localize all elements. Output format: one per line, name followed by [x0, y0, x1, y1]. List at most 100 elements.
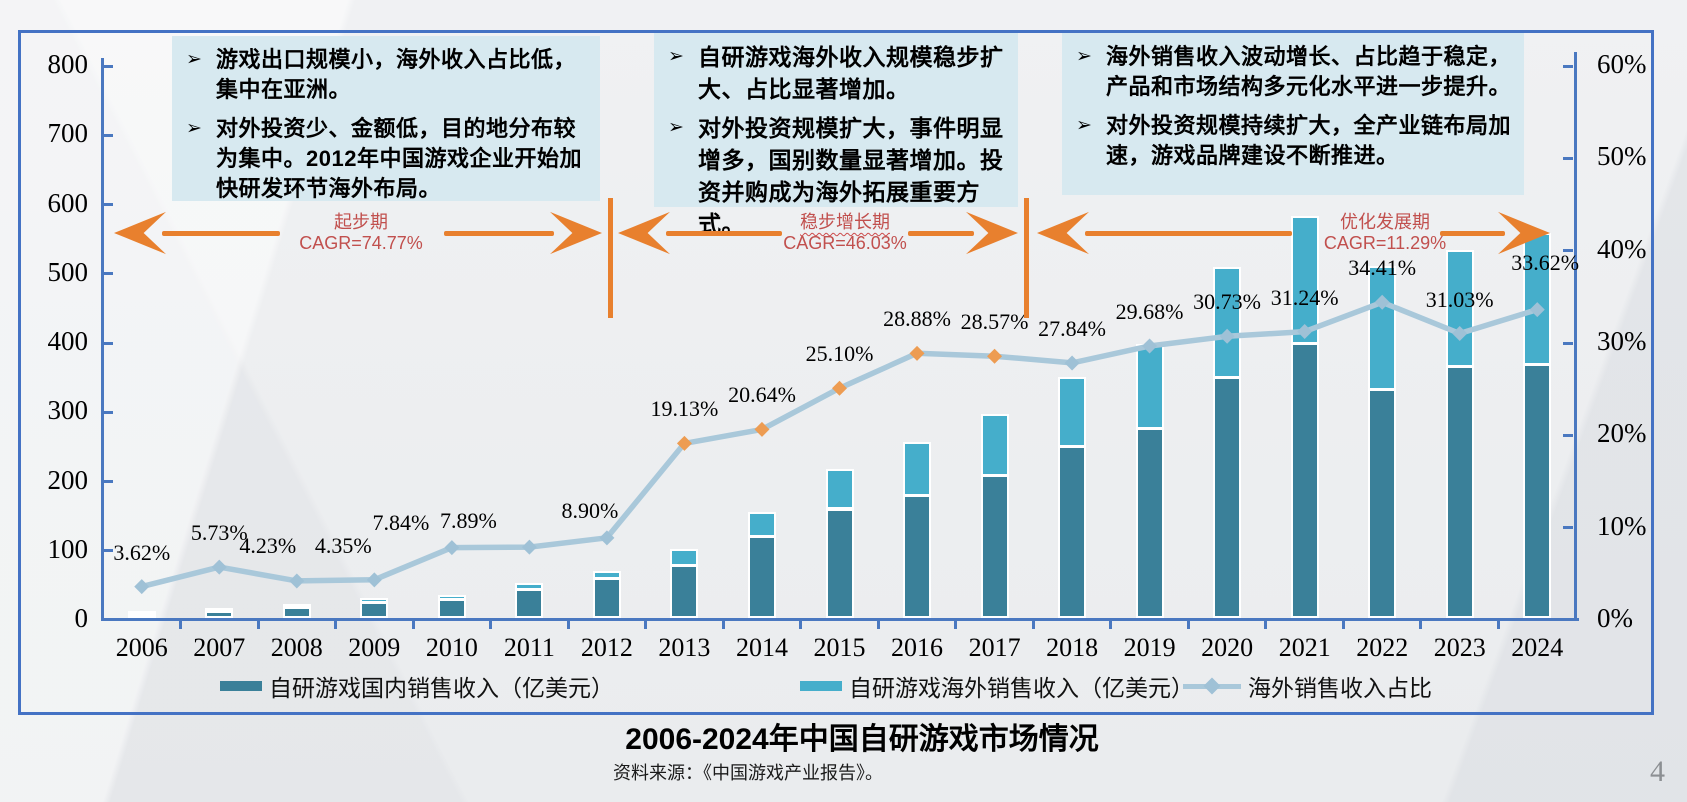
pct-label-2024: 33.62%: [1511, 249, 1580, 275]
right-value-axis: [1574, 52, 1577, 621]
bullet-item: ➢ 游戏出口规模小，海外收入占比低，集中在亚洲。: [186, 45, 588, 106]
bar-domestic-2006: [127, 614, 156, 618]
pct-label-2018: 27.84%: [1038, 315, 1106, 341]
x-axis-tick: [799, 621, 803, 629]
bar-overseas-2015: [825, 468, 854, 510]
bullet-text: 海外销售收入波动增长、占比趋于稳定，产品和市场结构多元化水平进一步提升。: [1106, 44, 1512, 100]
legend-item-overseas-share: 海外销售收入占比: [1183, 673, 1432, 701]
left-axis-tick: [104, 203, 113, 206]
chart-border-frame: [18, 30, 1654, 715]
x-axis-tick: [411, 621, 415, 629]
legend-swatch-dark-bar: [220, 681, 262, 691]
bullet-text: 游戏出口规模小，海外收入占比低，集中在亚洲。: [216, 47, 577, 103]
year-label: 2023: [1433, 633, 1486, 662]
left-axis-tick: [104, 272, 113, 276]
pct-label-2023: 31.03%: [1425, 286, 1494, 312]
bullet-item: ➢ 自研游戏海外收入规模稳步扩大、占比显著增加。: [668, 42, 1006, 105]
left-axis-tick-label: 800: [47, 49, 89, 79]
pct-label-2019: 29.68%: [1115, 299, 1184, 324]
arrow-bullet-icon: ➢: [186, 49, 202, 70]
pct-label-2007: 5.73%: [190, 520, 248, 546]
bar-domestic-2008: [282, 607, 311, 618]
arrow-shaft: [666, 231, 782, 236]
period-label: 优化发展期 CAGR=11.29%: [1265, 212, 1505, 254]
page-number: 4: [1650, 755, 1665, 788]
x-axis-tick: [489, 621, 493, 629]
x-axis-tick: [644, 621, 648, 629]
year-label: 2024: [1511, 633, 1564, 662]
bar-domestic-2024: [1523, 364, 1552, 618]
pct-label-2015: 25.10%: [805, 341, 874, 367]
bar-domestic-2009: [360, 602, 389, 618]
x-axis-tick: [1186, 621, 1190, 629]
x-axis-tick: [954, 621, 958, 629]
arrow-bullet-icon: ➢: [668, 117, 684, 139]
x-axis-tick: [179, 621, 182, 629]
left-axis-tick-label: 700: [47, 118, 89, 149]
year-label: 2011: [503, 633, 555, 662]
x-axis-tick: [566, 621, 570, 629]
bullet-item: ➢ 对外投资少、金额低，目的地分布较为集中。2012年中国游戏企业开始加快研发环…: [186, 114, 588, 205]
pct-label-2016: 28.88%: [883, 306, 951, 332]
year-label: 2015: [813, 633, 866, 662]
diamond-marker-2016: [909, 345, 925, 361]
year-label: 2008: [270, 633, 323, 662]
x-axis-tick: [721, 621, 725, 629]
bar-domestic-2023: [1445, 366, 1474, 618]
x-axis-tick: [1264, 621, 1268, 629]
right-axis-tick: [1563, 341, 1573, 345]
diamond-marker-2011: [521, 539, 537, 555]
left-axis-tick-label: 500: [47, 256, 89, 287]
pct-label-2017: 28.57%: [960, 309, 1029, 335]
bar-domestic-2021: [1290, 343, 1319, 618]
year-label: 2012: [580, 633, 633, 662]
x-axis-tick: [1419, 621, 1423, 629]
bar-overseas-2017: [980, 414, 1009, 476]
bar-domestic-2014: [748, 536, 776, 618]
bar-domestic-2013: [670, 564, 699, 618]
diamond-marker-2009: [366, 572, 382, 588]
bar-overseas-2014: [748, 512, 776, 538]
arrow-shaft: [162, 231, 280, 236]
bar-domestic-2022: [1368, 389, 1397, 618]
pct-label-2021: 31.24%: [1270, 284, 1339, 310]
bar-overseas-2010: [437, 594, 466, 601]
bar-domestic-2019: [1135, 427, 1164, 618]
x-axis-tick: [1109, 621, 1113, 629]
year-label: 2017: [968, 633, 1021, 662]
year-label: 2016: [891, 633, 943, 662]
bullet-item: ➢ 对外投资规模持续扩大，全产业链布局加速，游戏品牌建设不断推进。: [1076, 111, 1512, 172]
chart-title: 2006-2024年中国自研游戏市场情况: [625, 723, 1099, 756]
year-label: 2007: [193, 633, 246, 662]
right-axis-tick-label: 20%: [1597, 418, 1647, 449]
left-axis-tick-label: 100: [47, 533, 89, 564]
bar-domestic-2007: [205, 611, 234, 618]
bar-domestic-2015: [825, 508, 854, 618]
period-divider-1: [608, 198, 613, 318]
arrow-shaft: [1440, 231, 1505, 236]
x-axis-tick: [1497, 621, 1500, 629]
bar-overseas-2013: [670, 549, 699, 566]
right-axis-tick-label: 10%: [1597, 510, 1647, 541]
pct-label-2011: 7.89%: [439, 508, 497, 534]
pct-label-2006: 3.62%: [113, 539, 171, 565]
pct-label-2012: 8.90%: [561, 497, 619, 523]
arrow-shaft: [444, 231, 554, 236]
bar-domestic-2010: [437, 599, 466, 618]
left-axis-tick-label: 0: [74, 603, 89, 633]
diamond-marker-2008: [289, 573, 305, 589]
legend-item-domestic: 自研游戏国内销售收入（亿美元）: [220, 673, 614, 701]
period-cagr: CAGR=46.03%: [783, 233, 907, 253]
bar-overseas-2022: [1368, 265, 1397, 390]
left-axis-tick: [104, 549, 113, 553]
period-name: 优化发展期: [1340, 212, 1430, 232]
pct-label-2009: 4.35%: [314, 532, 372, 558]
period-label: 起步期 CAGR=74.77%: [241, 212, 481, 254]
year-label: 2010: [425, 633, 478, 662]
arrow-shaft: [1085, 231, 1292, 236]
bar-overseas-2020: [1213, 266, 1242, 378]
legend-label: 自研游戏国内销售收入（亿美元）: [269, 675, 614, 701]
left-axis-tick-label: 200: [47, 464, 89, 495]
left-axis-tick: [104, 480, 113, 483]
